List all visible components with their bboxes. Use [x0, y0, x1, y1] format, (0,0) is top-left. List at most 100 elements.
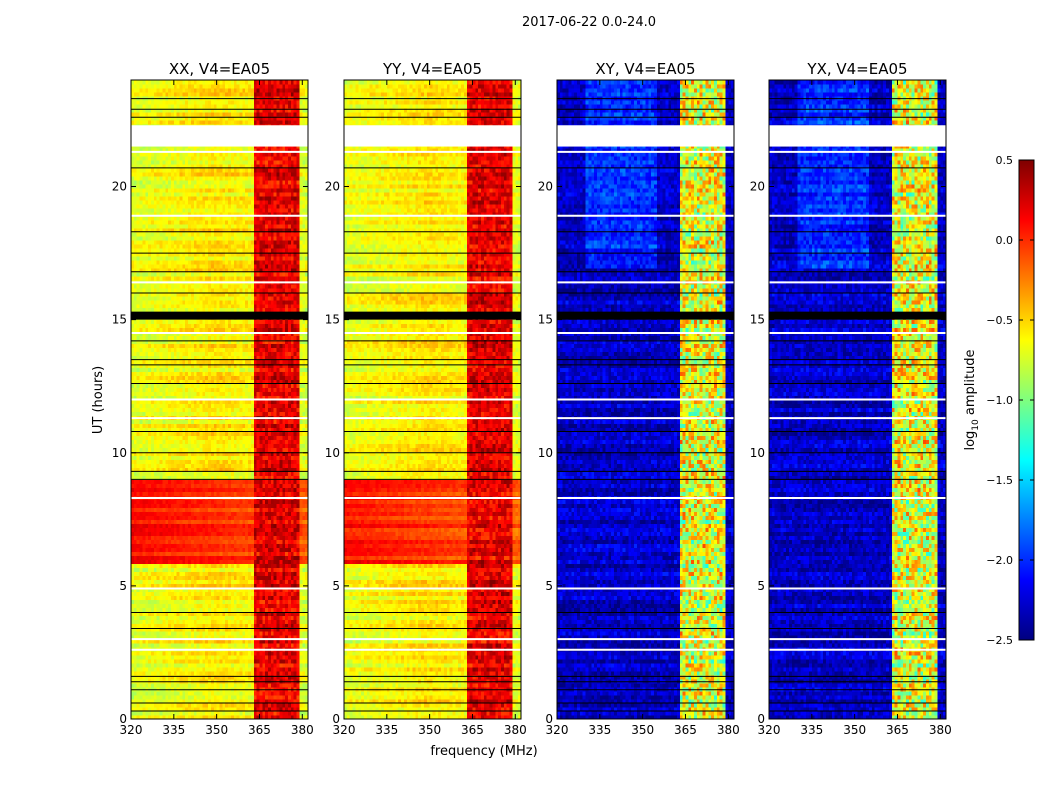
heatmap-cell [265, 607, 269, 612]
heatmap-cell [168, 591, 172, 596]
heatmap-cell [262, 607, 266, 612]
heatmap-cell [153, 563, 158, 568]
heatmap-cell [288, 615, 292, 620]
heatmap-cell [179, 619, 183, 624]
heatmap-cell [288, 599, 292, 604]
heatmap-cell [279, 663, 283, 668]
heatmap-cell [156, 715, 161, 720]
heatmap-cell [302, 615, 306, 620]
heatmap-cell [182, 599, 186, 604]
heatmap-cell [168, 663, 172, 668]
heatmap-cell [228, 555, 232, 560]
heatmap-cell [216, 711, 221, 716]
heatmap-cell [253, 611, 258, 616]
heatmap-cell [205, 635, 209, 640]
heatmap-cell [162, 579, 166, 584]
heatmap-cell [193, 667, 198, 672]
heatmap-cell [288, 631, 292, 636]
heatmap-cell [273, 595, 278, 600]
heatmap-cell [228, 607, 232, 612]
heatmap-cell [139, 675, 144, 680]
heatmap-cell [302, 567, 306, 572]
heatmap-cell [136, 623, 141, 628]
heatmap-cell [259, 555, 263, 560]
heatmap-cell [296, 699, 301, 704]
heatmap-cell [185, 559, 189, 564]
heatmap-cell [193, 703, 198, 708]
heatmap-cell [299, 619, 303, 624]
heatmap-cell [133, 711, 138, 716]
heatmap-cell [185, 567, 189, 572]
heatmap-cell [170, 627, 175, 632]
heatmap-cell [230, 663, 235, 668]
heatmap-cell [188, 619, 192, 624]
heatmap-cell [228, 691, 232, 696]
heatmap-cell [270, 655, 275, 660]
heatmap-cell [248, 683, 252, 688]
heatmap-cell [142, 623, 146, 628]
heatmap-cell [279, 619, 283, 624]
heatmap-cell [188, 575, 192, 580]
heatmap-cell [202, 575, 206, 580]
heatmap-cell [142, 599, 146, 604]
heatmap-cell [139, 703, 144, 708]
heatmap-cell [282, 715, 286, 720]
heatmap-cell [270, 563, 275, 568]
heatmap-cell [250, 615, 255, 620]
heatmap-cell [219, 691, 223, 696]
heatmap-cell [185, 631, 189, 636]
heatmap-cell [190, 635, 195, 640]
heatmap-cell [296, 683, 301, 688]
heatmap-cell [213, 643, 218, 648]
heatmap-cell [305, 703, 309, 708]
heatmap-cell [248, 663, 252, 668]
heatmap-cell [279, 691, 283, 696]
heatmap-cell [139, 575, 144, 580]
heatmap-cell [170, 643, 175, 648]
heatmap-cell [285, 691, 289, 696]
heatmap-cell [176, 663, 181, 668]
heatmap-cell [153, 607, 158, 612]
heatmap-cell [168, 703, 172, 708]
heatmap-cell [293, 707, 298, 712]
heatmap-cell [202, 675, 206, 680]
heatmap-cell [148, 607, 152, 612]
heatmap-cell [199, 667, 203, 672]
heatmap-cell [185, 607, 189, 612]
heatmap-cell [153, 603, 158, 608]
heatmap-cell [170, 611, 175, 616]
heatmap-cell [299, 715, 303, 720]
heatmap-cell [290, 671, 295, 676]
heatmap-cell [159, 695, 163, 700]
heatmap-cell [222, 715, 226, 720]
heatmap-cell [262, 563, 266, 568]
heatmap-cell [188, 555, 192, 560]
heatmap-cell [196, 599, 201, 604]
heatmap-cell [142, 611, 146, 616]
heatmap-cell [156, 615, 161, 620]
heatmap-cell [199, 559, 203, 564]
heatmap-cell [199, 563, 203, 568]
heatmap-cell [170, 711, 175, 716]
heatmap-cell [208, 575, 212, 580]
heatmap-cell [208, 611, 212, 616]
heatmap-cell [228, 667, 232, 672]
heatmap-cell [299, 579, 303, 584]
heatmap-cell [199, 623, 203, 628]
heatmap-cell [196, 595, 201, 600]
heatmap-cell [273, 635, 278, 640]
heatmap-cell [236, 683, 241, 688]
heatmap-cell [273, 603, 278, 608]
heatmap-cell [162, 567, 166, 572]
heatmap-cell [236, 619, 241, 624]
heatmap-cell [233, 703, 238, 708]
heatmap-cell [190, 619, 195, 624]
heatmap-cell [162, 707, 166, 712]
heatmap-cell [210, 555, 215, 560]
heatmap-cell [199, 711, 203, 716]
heatmap-cell [279, 655, 283, 660]
heatmap-cell [233, 583, 238, 588]
heatmap-cell [273, 607, 278, 612]
heatmap-cell [179, 715, 183, 720]
heatmap-cell [170, 651, 175, 656]
